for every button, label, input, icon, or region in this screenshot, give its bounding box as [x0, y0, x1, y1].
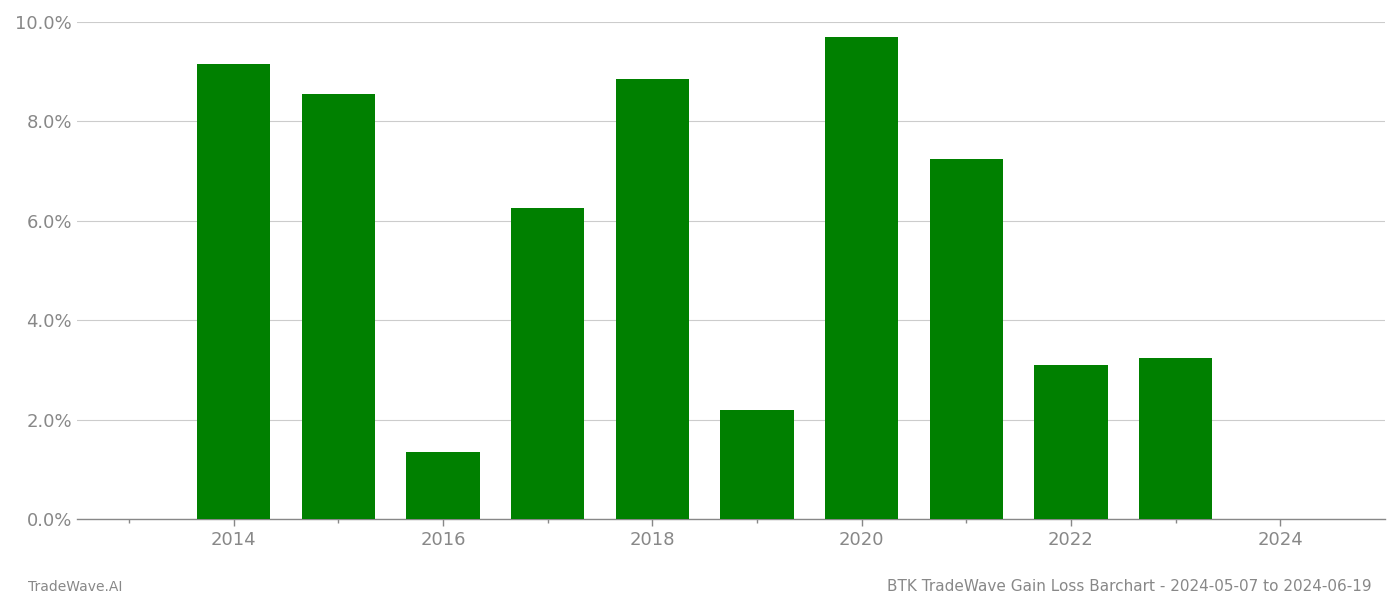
Bar: [511, 208, 584, 519]
Bar: [616, 79, 689, 519]
Text: BTK TradeWave Gain Loss Barchart - 2024-05-07 to 2024-06-19: BTK TradeWave Gain Loss Barchart - 2024-…: [888, 579, 1372, 594]
Bar: [721, 410, 794, 519]
Text: TradeWave.AI: TradeWave.AI: [28, 580, 122, 594]
Bar: [1140, 358, 1212, 519]
Bar: [1035, 365, 1107, 519]
Bar: [197, 64, 270, 519]
Bar: [301, 94, 375, 519]
Bar: [406, 452, 480, 519]
Bar: [930, 159, 1002, 519]
Bar: [825, 37, 899, 519]
